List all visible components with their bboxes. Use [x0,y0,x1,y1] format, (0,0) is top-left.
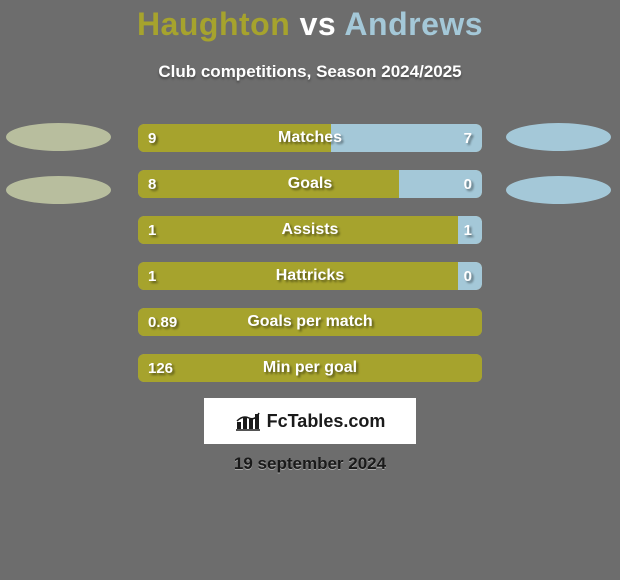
player1-oval-top [6,123,111,151]
stat-bar-left [138,216,458,244]
stat-row: 80Goals [138,170,482,198]
bar-chart-icon [235,411,261,431]
date: 19 september 2024 [0,454,620,474]
subtitle: Club competitions, Season 2024/2025 [0,62,620,82]
stat-bar-left [138,308,482,336]
player2-oval-top [506,123,611,151]
stat-row: 11Assists [138,216,482,244]
player2-name: Andrews [344,6,483,42]
stat-bar-right [458,216,482,244]
player1-name: Haughton [137,6,290,42]
comparison-infographic: Haughton vs Andrews Club competitions, S… [0,0,620,580]
title: Haughton vs Andrews [0,6,620,43]
stat-row: 126Min per goal [138,354,482,382]
stat-bar-right [331,124,482,152]
stat-bar-left [138,124,331,152]
player2-oval-bottom [506,176,611,204]
vs-text: vs [300,6,337,42]
logo-text: FcTables.com [267,411,386,432]
stat-bar-left [138,354,482,382]
player1-oval-bottom [6,176,111,204]
stat-bar-left [138,262,458,290]
stat-row: 10Hattricks [138,262,482,290]
stat-bar-right [399,170,482,198]
stat-row: 0.89Goals per match [138,308,482,336]
fctables-logo: FcTables.com [204,398,416,444]
stat-row: 97Matches [138,124,482,152]
stat-bars: 97Matches 80Goals 11Assists 10Hattricks 0.89… [138,124,482,400]
stat-bar-right [458,262,482,290]
stat-bar-left [138,170,399,198]
